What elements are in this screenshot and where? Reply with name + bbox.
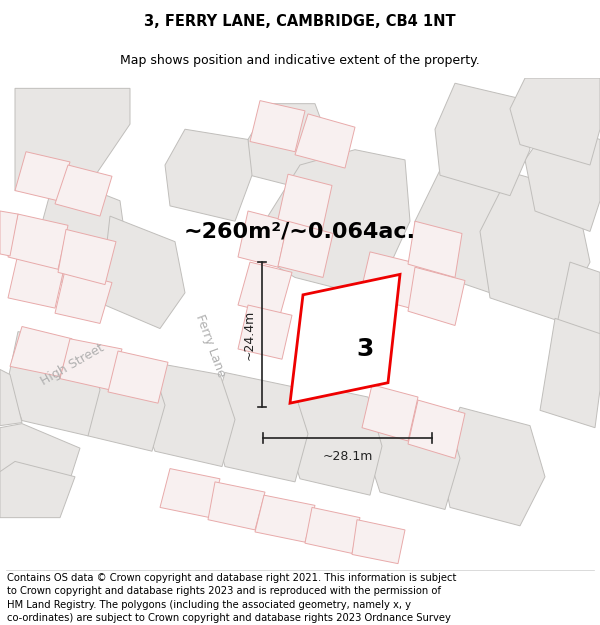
Polygon shape — [268, 149, 410, 298]
Polygon shape — [8, 254, 65, 308]
Polygon shape — [8, 332, 100, 436]
Polygon shape — [248, 104, 330, 191]
Polygon shape — [255, 495, 315, 542]
Text: ~24.4m: ~24.4m — [242, 309, 256, 360]
Polygon shape — [278, 174, 332, 231]
Polygon shape — [365, 395, 460, 509]
Polygon shape — [408, 268, 465, 326]
Polygon shape — [435, 83, 530, 196]
Polygon shape — [290, 274, 400, 403]
Polygon shape — [285, 382, 382, 495]
Polygon shape — [408, 221, 462, 278]
Polygon shape — [70, 347, 165, 451]
Polygon shape — [160, 469, 220, 518]
Text: 3, FERRY LANE, CAMBRIDGE, CB4 1NT: 3, FERRY LANE, CAMBRIDGE, CB4 1NT — [144, 14, 456, 29]
Polygon shape — [60, 339, 122, 390]
Polygon shape — [0, 518, 600, 569]
Polygon shape — [212, 372, 308, 482]
Polygon shape — [8, 214, 68, 269]
Polygon shape — [250, 101, 305, 152]
Polygon shape — [208, 482, 265, 530]
Polygon shape — [15, 152, 70, 201]
Polygon shape — [30, 175, 130, 298]
Text: ~28.1m: ~28.1m — [322, 450, 373, 463]
Polygon shape — [0, 461, 75, 518]
Polygon shape — [238, 262, 292, 315]
Text: 3: 3 — [356, 337, 374, 361]
Polygon shape — [0, 211, 18, 256]
Polygon shape — [108, 351, 168, 403]
Polygon shape — [138, 362, 235, 466]
Polygon shape — [10, 326, 72, 377]
Polygon shape — [305, 508, 360, 553]
Polygon shape — [362, 385, 418, 441]
Polygon shape — [278, 221, 333, 278]
Polygon shape — [440, 408, 545, 526]
Polygon shape — [0, 303, 175, 339]
Polygon shape — [395, 78, 600, 477]
Polygon shape — [480, 172, 590, 321]
Polygon shape — [415, 160, 520, 292]
Polygon shape — [55, 270, 112, 324]
Polygon shape — [525, 124, 600, 231]
Text: ~260m²/~0.064ac.: ~260m²/~0.064ac. — [184, 221, 416, 241]
Polygon shape — [0, 369, 22, 426]
Polygon shape — [238, 305, 292, 359]
Text: Contains OS data © Crown copyright and database right 2021. This information is : Contains OS data © Crown copyright and d… — [7, 573, 457, 625]
Polygon shape — [510, 78, 600, 165]
Polygon shape — [360, 252, 420, 308]
Polygon shape — [58, 229, 116, 284]
Polygon shape — [100, 216, 185, 329]
Polygon shape — [0, 424, 80, 495]
Polygon shape — [540, 318, 600, 428]
Polygon shape — [555, 262, 600, 349]
Polygon shape — [238, 211, 288, 268]
Text: Ferry Lane: Ferry Lane — [193, 312, 227, 379]
Text: High Street: High Street — [38, 341, 106, 388]
Polygon shape — [352, 520, 405, 564]
Polygon shape — [408, 400, 465, 458]
Polygon shape — [295, 114, 355, 168]
Polygon shape — [170, 78, 295, 569]
Polygon shape — [55, 165, 112, 216]
Polygon shape — [0, 78, 600, 129]
Polygon shape — [15, 88, 130, 191]
Polygon shape — [165, 129, 252, 221]
Text: Map shows position and indicative extent of the property.: Map shows position and indicative extent… — [120, 54, 480, 68]
